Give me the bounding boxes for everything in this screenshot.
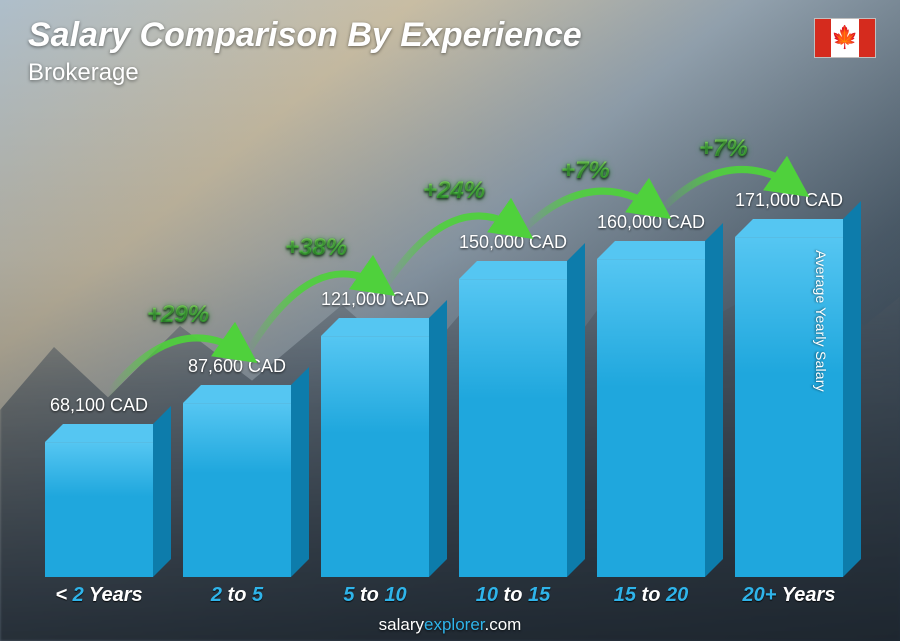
bar-front bbox=[597, 259, 705, 577]
footer-brand: salaryexplorer.com bbox=[0, 615, 900, 635]
x-tick: 15 to 20 bbox=[582, 584, 720, 607]
increase-pct-label: +29% bbox=[147, 301, 209, 329]
infographic-canvas: Salary Comparison By Experience Brokerag… bbox=[0, 0, 900, 641]
bar bbox=[597, 259, 705, 577]
maple-leaf-icon: 🍁 bbox=[831, 27, 858, 49]
bar bbox=[45, 442, 153, 577]
footer-text-accent: explorer bbox=[424, 615, 484, 634]
x-tick: 5 to 10 bbox=[306, 584, 444, 607]
bar-front bbox=[459, 279, 567, 577]
flag-band-left bbox=[815, 19, 831, 57]
footer-text-prefix: salary bbox=[379, 615, 424, 634]
increase-pct-label: +38% bbox=[285, 234, 347, 262]
bar-side bbox=[843, 201, 861, 577]
title-block: Salary Comparison By Experience Brokerag… bbox=[28, 16, 582, 87]
page-title: Salary Comparison By Experience bbox=[28, 16, 582, 55]
bar-front bbox=[45, 442, 153, 577]
increase-pct-label: +7% bbox=[699, 135, 748, 163]
footer-text-suffix: .com bbox=[485, 615, 522, 634]
x-tick: 2 to 5 bbox=[168, 584, 306, 607]
x-tick: 20+ Years bbox=[720, 584, 858, 607]
bar bbox=[459, 279, 567, 577]
bar bbox=[183, 403, 291, 577]
flag-band-right bbox=[859, 19, 875, 57]
y-axis-label: Average Yearly Salary bbox=[813, 250, 829, 392]
increase-pct-label: +7% bbox=[561, 157, 610, 185]
bar-front bbox=[183, 403, 291, 577]
country-flag-canada: 🍁 bbox=[814, 18, 876, 58]
increase-pct-label: +24% bbox=[423, 177, 485, 205]
x-tick: < 2 Years bbox=[30, 584, 168, 607]
page-subtitle: Brokerage bbox=[28, 59, 582, 87]
x-tick: 10 to 15 bbox=[444, 584, 582, 607]
x-axis: < 2 Years2 to 55 to 1010 to 1515 to 2020… bbox=[30, 584, 858, 607]
